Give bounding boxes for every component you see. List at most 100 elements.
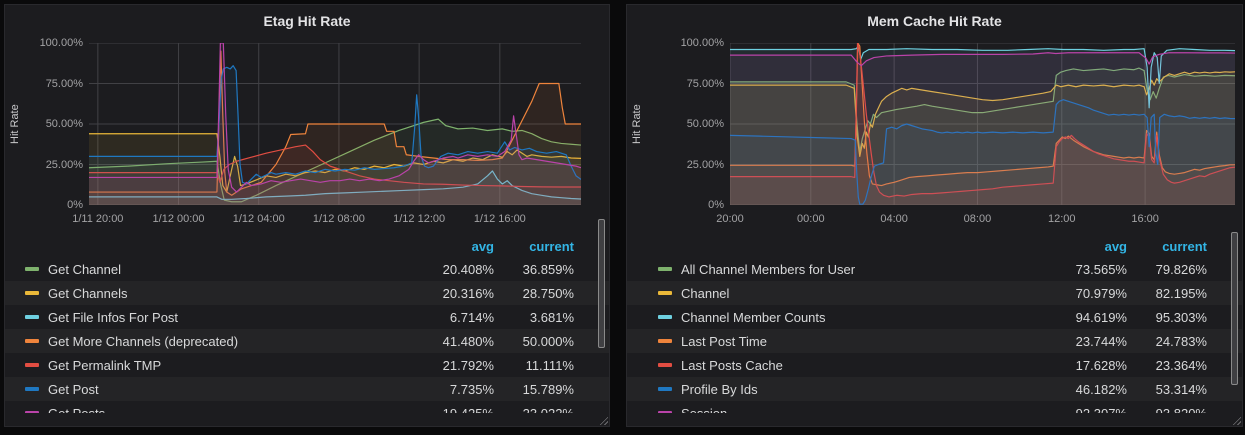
- x-axis-tick: 1/12 16:00: [473, 213, 526, 225]
- legend-avg-value: 46.182%: [1075, 381, 1127, 397]
- legend-current-value: 23.022%: [522, 405, 574, 414]
- legend-avg-value: 23.744%: [1075, 333, 1127, 349]
- legend-rows: Get Channel 20.408% 36.859% Get Channels 20.…: [5, 257, 609, 413]
- legend-current-value: 36.859%: [522, 261, 574, 277]
- series-color-swatch: [25, 339, 39, 343]
- panel-resize-handle[interactable]: [1231, 415, 1241, 425]
- series-line-get-file-infos-for-post: [89, 171, 581, 199]
- legend-item-get-posts[interactable]: Get Posts 19.425% 23.022%: [5, 401, 609, 413]
- time-series-plot[interactable]: [730, 43, 1235, 205]
- y-axis-tick: 25.00%: [686, 158, 724, 171]
- legend-avg-value: 17.628%: [1075, 357, 1127, 373]
- y-axis-tick: 75.00%: [686, 77, 724, 90]
- legend-avg-value: 94.619%: [1075, 309, 1127, 325]
- panel-resize-handle[interactable]: [598, 415, 608, 425]
- legend-item-get-file-infos-for-post[interactable]: Get File Infos For Post 6.714% 3.681%: [5, 305, 609, 329]
- legend-header-avg[interactable]: avg: [1104, 238, 1127, 254]
- legend-current-value: 24.783%: [1155, 333, 1207, 349]
- legend-label: Get More Channels (deprecated): [48, 333, 239, 349]
- legend-label: Channel: [681, 285, 730, 301]
- series-fill-profile-by-ids: [730, 99, 1235, 205]
- chart-etag-hit-rate: Hit Rate 100.00% 75.00% 50.00% 25.00% 0% 1/1…: [5, 35, 609, 229]
- series-color-swatch: [658, 363, 672, 367]
- legend-item-get-more-channels-deprecated[interactable]: Get More Channels (deprecated) 41.480% 50.…: [5, 329, 609, 353]
- series-color-swatch: [658, 315, 672, 319]
- legend-header: avg current: [5, 235, 609, 257]
- series-color-swatch: [25, 291, 39, 295]
- series-line-get-channel: [89, 119, 581, 202]
- legend-label: Last Posts Cache: [681, 357, 783, 373]
- y-axis-tick: 0%: [67, 199, 83, 211]
- series-color-swatch: [25, 387, 39, 391]
- series-fill-get-post: [89, 65, 581, 205]
- legend-avg-value: 7.735%: [449, 381, 494, 397]
- legend-rows: All Channel Members for User 73.565% 79.82…: [627, 257, 1242, 413]
- y-axis-tick: 50.00%: [45, 118, 83, 130]
- legend-avg-value: 20.408%: [442, 261, 494, 277]
- y-axis-tick: 50.00%: [686, 118, 724, 130]
- legend-scrollbar-thumb[interactable]: [598, 219, 605, 348]
- panel-mem-cache-hit-rate: Mem Cache Hit Rate Hit Rate 100.00% 75.00…: [626, 4, 1243, 427]
- series-line-get-post: [89, 66, 581, 184]
- legend-label: Profile By Ids: [681, 381, 758, 397]
- legend-header-current[interactable]: current: [1162, 238, 1207, 254]
- legend-item-profile-by-ids[interactable]: Profile By Ids 46.182% 53.314%: [627, 377, 1242, 401]
- series-line-get-more-channels-deprecated: [89, 51, 581, 195]
- legend-current-value: 50.000%: [522, 333, 574, 349]
- legend-header-avg[interactable]: avg: [471, 238, 494, 254]
- series-color-swatch: [25, 411, 39, 413]
- legend-avg-value: 73.565%: [1075, 261, 1127, 277]
- legend-item-get-post[interactable]: Get Post 7.735% 15.789%: [5, 377, 609, 401]
- x-axis-tick: 16:00: [1131, 213, 1159, 225]
- x-axis: 20:00 00:00 04:00 08:00 12:00 16:00: [716, 209, 1235, 229]
- x-axis: 1/11 20:00 1/12 00:00 1/12 04:00 1/12 08:00…: [72, 209, 581, 229]
- legend-item-channel-member-counts[interactable]: Channel Member Counts 94.619% 95.303%: [627, 305, 1242, 329]
- legend-avg-value: 21.792%: [442, 357, 494, 373]
- x-axis-tick: 04:00: [880, 213, 908, 225]
- series-color-swatch: [658, 411, 672, 413]
- series-line-profile-by-ids: [730, 100, 1235, 204]
- legend-item-get-channels[interactable]: Get Channels 20.316% 28.750%: [5, 281, 609, 305]
- legend-label: Get Channels: [48, 285, 128, 301]
- legend-current-value: 28.750%: [522, 285, 574, 301]
- legend-item-last-post-time[interactable]: Last Post Time 23.744% 24.783%: [627, 329, 1242, 353]
- series-line-channel: [730, 72, 1235, 157]
- legend-label: Session: [681, 405, 728, 414]
- legend-item-get-permalink-tmp[interactable]: Get Permalink TMP 21.792% 11.111%: [5, 353, 609, 377]
- y-axis-tick: 0%: [708, 199, 724, 211]
- y-axis-tick: 100.00%: [39, 37, 83, 49]
- legend-label: Get File Infos For Post: [48, 309, 179, 325]
- legend-current-value: 95.303%: [1155, 309, 1207, 325]
- legend-item-get-channel[interactable]: Get Channel 20.408% 36.859%: [5, 257, 609, 281]
- legend-current-value: 53.314%: [1155, 381, 1207, 397]
- series-fill-get-file-infos-for-post: [89, 170, 581, 205]
- time-series-plot[interactable]: [89, 43, 581, 205]
- legend-current-value: 93.820%: [1155, 405, 1207, 414]
- series-color-swatch: [25, 363, 39, 367]
- series-fill-session: [730, 52, 1235, 205]
- legend-current-value: 23.364%: [1155, 357, 1207, 373]
- x-axis-tick: 1/12 04:00: [232, 213, 285, 225]
- y-axis-tick: 25.00%: [45, 158, 83, 171]
- x-axis-tick: 20:00: [716, 213, 744, 225]
- series-line-session: [730, 53, 1235, 66]
- plot-svg: [730, 43, 1235, 205]
- series-color-swatch: [25, 267, 39, 271]
- legend-current-value: 15.789%: [522, 381, 574, 397]
- panel-title[interactable]: Etag Hit Rate: [263, 13, 351, 29]
- series-line-get-posts: [89, 43, 581, 192]
- legend-header-current[interactable]: current: [529, 238, 574, 254]
- series-color-swatch: [658, 291, 672, 295]
- x-axis-tick: 1/11 20:00: [72, 213, 124, 225]
- legend-avg-value: 6.714%: [449, 309, 494, 325]
- panel-title[interactable]: Mem Cache Hit Rate: [867, 13, 1002, 29]
- legend-item-all-channel-members-for-user[interactable]: All Channel Members for User 73.565% 79.82…: [627, 257, 1242, 281]
- panel-etag-hit-rate: Etag Hit Rate Hit Rate 100.00% 75.00% 50.0…: [4, 4, 610, 427]
- legend-item-last-posts-cache[interactable]: Last Posts Cache 17.628% 23.364%: [627, 353, 1242, 377]
- legend-scrollbar-thumb[interactable]: [1231, 232, 1238, 385]
- legend-item-channel[interactable]: Channel 70.979% 82.195%: [627, 281, 1242, 305]
- legend-label: All Channel Members for User: [681, 261, 856, 277]
- x-axis-tick: 08:00: [963, 213, 992, 225]
- legend-label: Get Post: [48, 381, 99, 397]
- legend-item-session[interactable]: Session 92.307% 93.820%: [627, 401, 1242, 413]
